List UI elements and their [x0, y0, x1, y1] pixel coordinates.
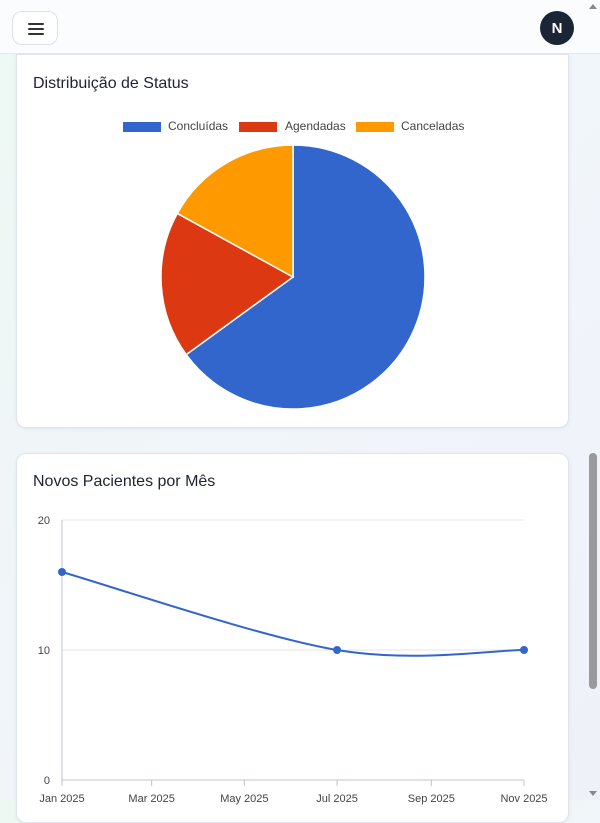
x-tick-label: Jan 2025: [39, 793, 84, 805]
menu-button[interactable]: [12, 11, 58, 45]
hamburger-icon: [28, 33, 44, 35]
pie-chart: [160, 144, 426, 410]
pie-slice-agendadas[interactable]: [160, 212, 295, 356]
new-patients-card: Novos Pacientes por Mês 0 10 20 Jan 2025 Mar…: [16, 453, 569, 823]
legend-label: Agendadas: [285, 119, 346, 133]
y-tick-label: 10: [38, 645, 50, 657]
hamburger-icon: [28, 23, 44, 25]
series-line: [61, 571, 525, 657]
legend-swatch: [239, 122, 277, 132]
card-title: Distribuição de Status: [33, 75, 189, 92]
legend-swatch: [123, 122, 161, 132]
top-bar: N: [0, 0, 600, 54]
x-tick-label: Nov 2025: [500, 793, 547, 805]
pie-slice-concluidas[interactable]: [185, 144, 426, 410]
y-tick-label: 0: [44, 775, 50, 787]
data-point[interactable]: [520, 646, 528, 654]
hamburger-icon: [28, 28, 44, 30]
legend-swatch: [356, 122, 394, 132]
legend-label: Canceladas: [401, 119, 465, 133]
y-tick-label: 20: [38, 515, 50, 527]
avatar[interactable]: N: [540, 11, 574, 45]
line-chart: 0 10 20 Jan 2025 Mar 2025 May 2025 Jul 2025 Sep…: [38, 515, 548, 805]
legend-label: Concluídas: [168, 119, 229, 133]
data-point[interactable]: [58, 568, 66, 576]
status-distribution-card: Distribuição de Status Concluídas Agenda…: [16, 54, 569, 428]
scroll-up-arrow[interactable]: [589, 4, 597, 9]
x-tick-label: Mar 2025: [128, 793, 174, 805]
data-point[interactable]: [333, 646, 342, 654]
scroll-down-arrow[interactable]: [589, 791, 597, 796]
x-tick-label: Jul 2025: [316, 793, 358, 805]
scrollbar-thumb[interactable]: [589, 453, 597, 689]
x-tick-label: Sep 2025: [408, 793, 455, 805]
pie-slice-canceladas[interactable]: [176, 144, 294, 279]
card-title: Novos Pacientes por Mês: [33, 473, 216, 490]
x-tick-label: May 2025: [220, 793, 268, 805]
